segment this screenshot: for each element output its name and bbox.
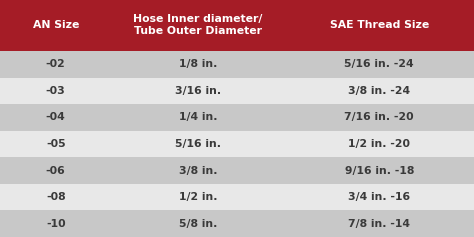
Bar — [0, 184, 474, 210]
Text: -10: -10 — [46, 219, 65, 229]
Text: 3/8 in.: 3/8 in. — [179, 166, 217, 176]
Text: SAE Thread Size: SAE Thread Size — [329, 20, 429, 31]
Text: 7/8 in. -14: 7/8 in. -14 — [348, 219, 410, 229]
Text: AN Size: AN Size — [33, 20, 79, 31]
Text: 1/2 in. -20: 1/2 in. -20 — [348, 139, 410, 149]
Bar — [0, 51, 474, 77]
Text: 7/16 in. -20: 7/16 in. -20 — [345, 112, 414, 122]
Bar — [0, 157, 474, 184]
Bar — [0, 0, 474, 51]
Bar — [0, 131, 474, 157]
Text: 5/16 in.: 5/16 in. — [175, 139, 221, 149]
Text: -06: -06 — [46, 166, 65, 176]
Bar — [0, 77, 474, 104]
Text: -04: -04 — [46, 112, 65, 122]
Text: -02: -02 — [46, 59, 65, 69]
Text: -08: -08 — [46, 192, 65, 202]
Text: -05: -05 — [46, 139, 65, 149]
Text: -03: -03 — [46, 86, 65, 96]
Text: 1/2 in.: 1/2 in. — [179, 192, 217, 202]
Text: 5/16 in. -24: 5/16 in. -24 — [345, 59, 414, 69]
Bar — [0, 104, 474, 131]
Text: 9/16 in. -18: 9/16 in. -18 — [345, 166, 414, 176]
Text: 1/8 in.: 1/8 in. — [179, 59, 217, 69]
Text: 1/4 in.: 1/4 in. — [179, 112, 217, 122]
Text: 5/8 in.: 5/8 in. — [179, 219, 217, 229]
Text: 3/8 in. -24: 3/8 in. -24 — [348, 86, 410, 96]
Bar — [0, 210, 474, 237]
Text: Hose Inner diameter/
Tube Outer Diameter: Hose Inner diameter/ Tube Outer Diameter — [133, 14, 263, 36]
Text: 3/4 in. -16: 3/4 in. -16 — [348, 192, 410, 202]
Text: 3/16 in.: 3/16 in. — [175, 86, 221, 96]
